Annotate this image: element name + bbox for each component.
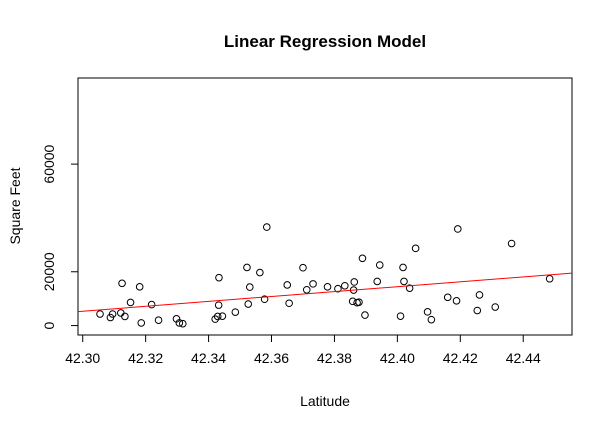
data-point (244, 300, 253, 308)
data-point (96, 310, 104, 318)
data-point (507, 239, 516, 248)
data-point (361, 311, 369, 319)
data-point (218, 312, 227, 320)
data-point (213, 312, 222, 321)
data-point (355, 298, 363, 306)
x-tick-label: 42.32 (128, 350, 163, 366)
x-tick-label: 42.44 (506, 350, 541, 366)
data-point (137, 319, 146, 327)
data-point (116, 309, 125, 317)
data-point (147, 300, 156, 309)
x-tick-label: 42.38 (317, 350, 352, 366)
data-point (348, 297, 357, 306)
data-point (399, 263, 407, 272)
x-tick-label: 42.36 (254, 350, 289, 366)
data-point (302, 285, 311, 294)
data-point (396, 312, 405, 320)
data-point (545, 274, 554, 283)
data-point (121, 312, 129, 321)
data-points (96, 223, 554, 328)
data-point (126, 298, 135, 307)
data-point (358, 254, 367, 263)
data-point (400, 277, 408, 286)
data-point (309, 280, 317, 288)
data-point (491, 303, 500, 311)
plot-frame (77, 77, 573, 336)
y-axis-label: Square Feet (7, 167, 23, 244)
data-point (178, 319, 187, 328)
data-point (154, 316, 163, 324)
data-point (427, 315, 436, 324)
data-point (473, 306, 482, 315)
data-point (215, 273, 223, 282)
regression-line (77, 272, 573, 313)
y-tick-label: 0 (41, 321, 57, 329)
data-point (256, 268, 264, 277)
data-point (299, 263, 307, 272)
data-point (211, 315, 219, 323)
data-point (375, 261, 384, 269)
data-point (108, 310, 117, 318)
data-point (423, 308, 432, 316)
data-point (243, 263, 251, 272)
y-tick-label: 20000 (41, 252, 57, 291)
data-point (411, 244, 420, 253)
x-tick-label: 42.40 (380, 350, 415, 366)
x-axis-label: Latitude (300, 393, 350, 409)
data-point (453, 225, 462, 233)
data-point (135, 283, 144, 291)
data-point (373, 277, 382, 286)
data-point (214, 301, 223, 309)
data-point (341, 281, 349, 290)
data-point (245, 283, 254, 291)
data-point (334, 284, 342, 293)
data-point (323, 283, 332, 291)
data-point (231, 308, 240, 316)
data-point (262, 223, 271, 231)
y-axis: 0 20000 60000 (41, 144, 79, 329)
data-point (452, 297, 461, 305)
data-point (260, 295, 269, 304)
x-axis: 42.30 42.32 42.34 42.36 42.38 42.40 42.42 42.44 (65, 334, 541, 366)
data-point (350, 278, 359, 286)
y-tick-label: 60000 (41, 144, 57, 183)
x-tick-label: 42.42 (443, 350, 478, 366)
x-tick-label: 42.30 (65, 350, 100, 366)
chart-title: Linear Regression Model (224, 32, 426, 51)
data-point (443, 293, 452, 302)
regression-line-group (77, 272, 573, 313)
data-point (475, 291, 484, 299)
data-point (405, 284, 414, 292)
data-point (118, 279, 126, 288)
data-point (283, 281, 292, 289)
x-tick-label: 42.34 (191, 350, 226, 366)
data-point (175, 319, 184, 327)
data-point (285, 299, 293, 308)
